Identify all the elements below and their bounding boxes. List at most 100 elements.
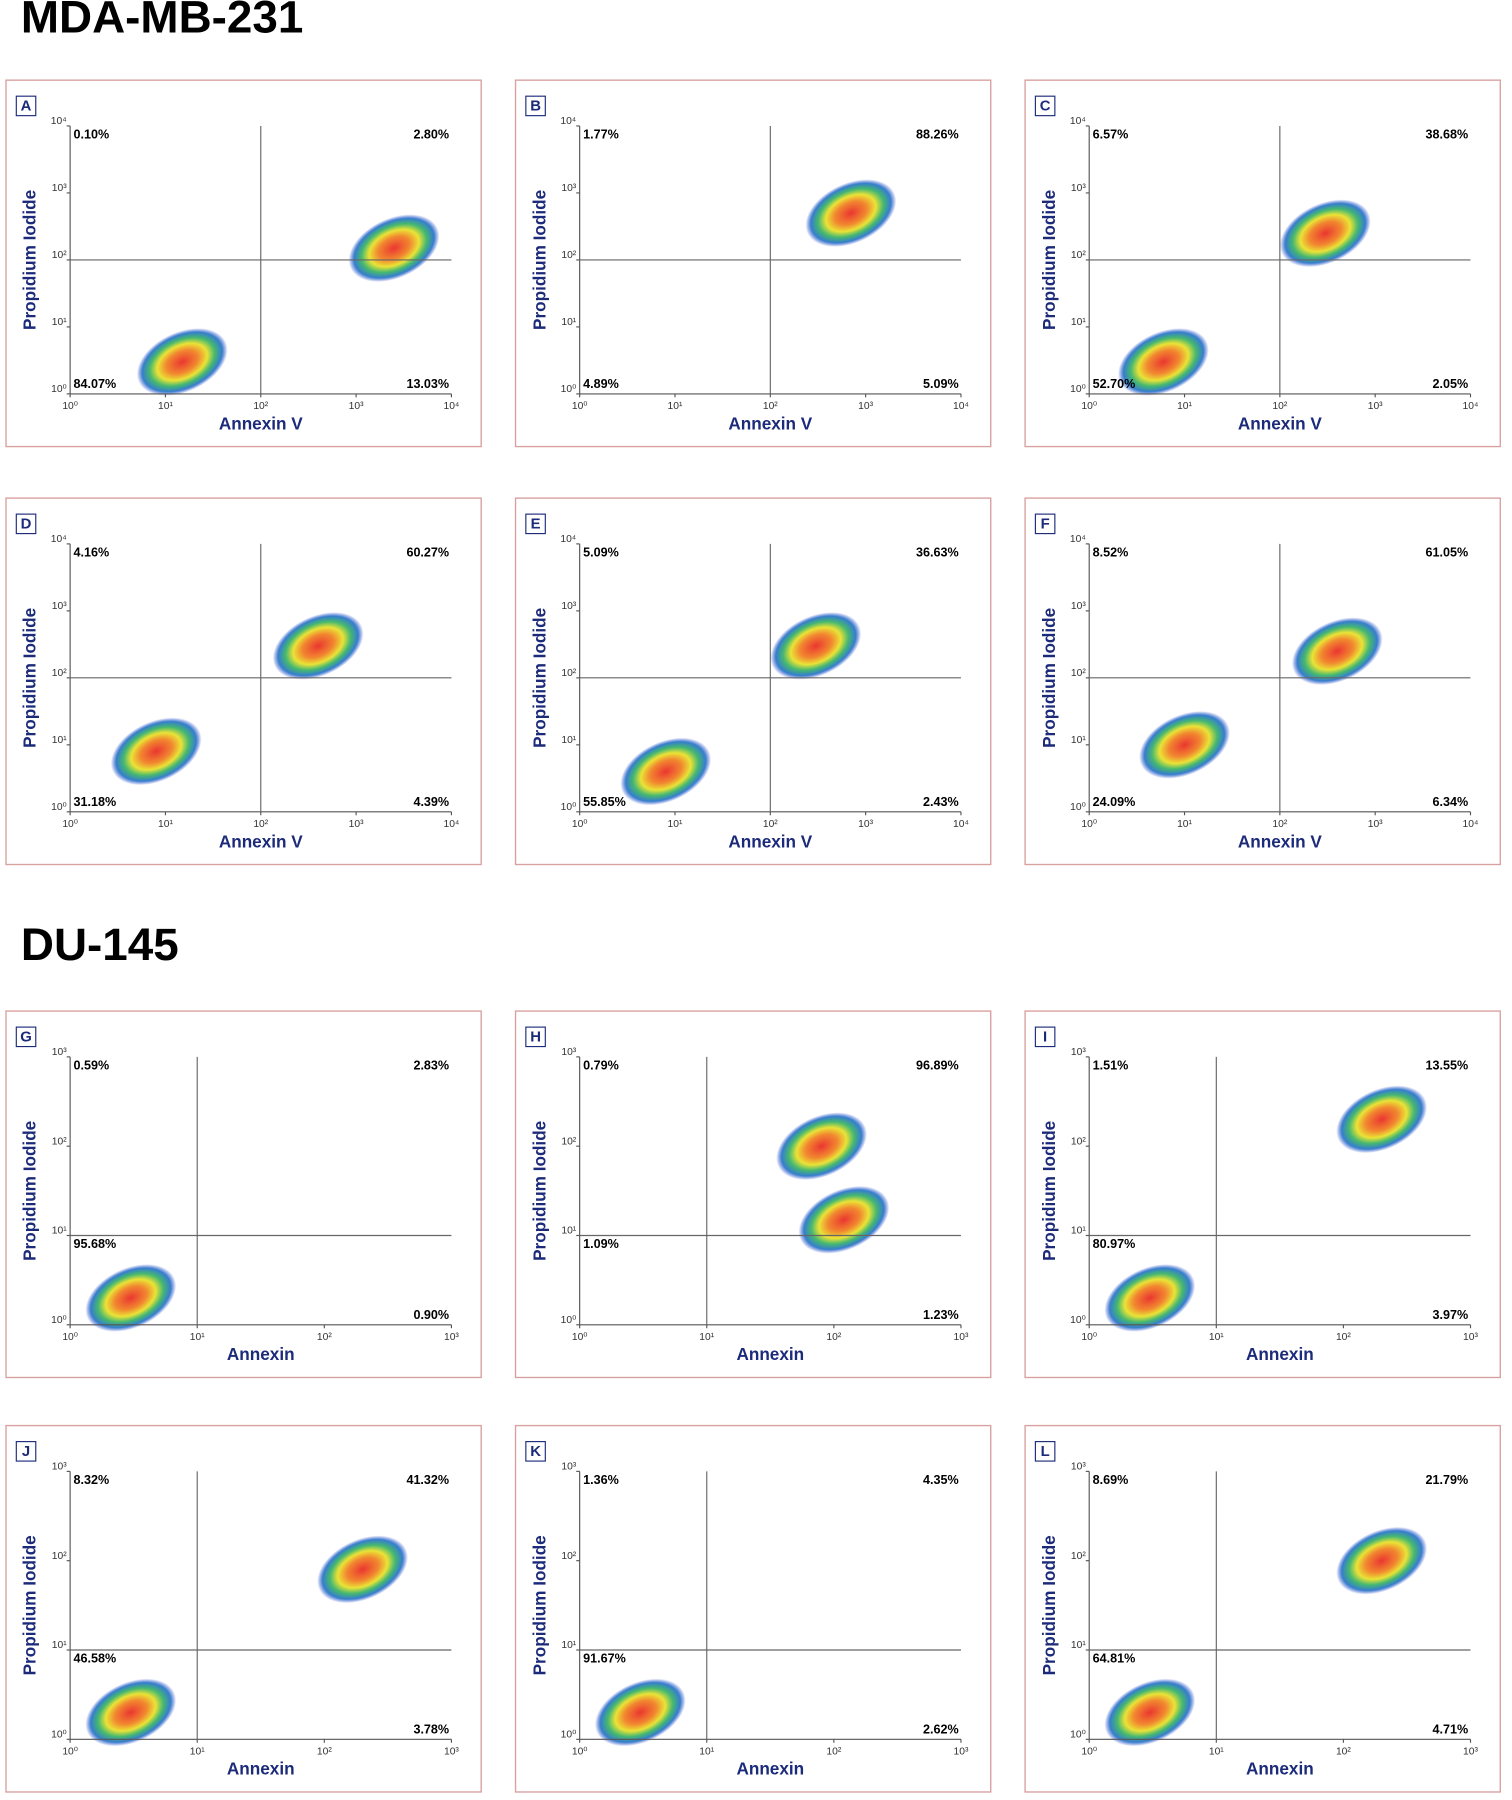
x-tick-label: 10¹ <box>158 819 173 830</box>
section-title: MDA-MB-231 <box>21 0 303 43</box>
y-tick-label: 10⁰ <box>51 384 67 395</box>
density-cluster <box>776 1112 867 1180</box>
y-axis-label: Propidium Iodide <box>20 1121 40 1261</box>
quadrant-label: 3.97% <box>1433 1308 1469 1322</box>
x-tick-label: 10⁴ <box>443 819 459 830</box>
density-cluster <box>1118 328 1209 396</box>
density-cluster <box>1139 711 1230 779</box>
y-tick-label: 10⁰ <box>561 384 577 395</box>
x-tick-label: 10⁰ <box>1081 1747 1097 1758</box>
y-axis-label: Propidium Iodide <box>1039 190 1059 330</box>
y-tick-label: 10⁰ <box>1070 1729 1086 1740</box>
panel-letter-box <box>1034 513 1056 535</box>
y-tick-label: 10⁴ <box>51 534 67 545</box>
x-tick-label: 10¹ <box>699 1747 714 1758</box>
y-tick-label: 10¹ <box>1071 1226 1086 1237</box>
density-cluster <box>1279 199 1371 268</box>
y-tick-label: 10² <box>1071 668 1086 679</box>
y-tick-label: 10³ <box>1071 601 1086 612</box>
panel-letter: F <box>1041 516 1050 532</box>
x-tick-label: 10³ <box>1368 401 1383 412</box>
quadrant-label: 64.81% <box>1093 1651 1136 1665</box>
y-tick-label: 10⁰ <box>1070 384 1086 395</box>
y-tick-label: 10¹ <box>52 1640 67 1651</box>
x-tick-label: 10⁰ <box>1081 819 1097 830</box>
x-tick-label: 10⁰ <box>1081 1332 1097 1343</box>
x-tick-label: 10² <box>763 401 778 412</box>
quadrant-label: 2.43% <box>923 795 959 809</box>
panel-letter: C <box>1040 98 1051 114</box>
density-cluster <box>1291 617 1383 685</box>
density-cluster <box>798 1185 890 1254</box>
x-tick-label: 10⁰ <box>1081 401 1097 412</box>
density-cluster <box>136 328 228 396</box>
x-tick-label: 10³ <box>444 1332 459 1343</box>
panel-letter: G <box>20 1029 32 1045</box>
panel-frame <box>1024 79 1501 448</box>
quadrant-label: 88.26% <box>916 127 959 141</box>
x-tick-label: 10⁰ <box>62 819 78 830</box>
panel-letter: L <box>1041 1444 1050 1460</box>
quadrant-label: 95.68% <box>74 1237 117 1251</box>
x-tick-label: 10² <box>317 1332 332 1343</box>
quadrant-label: 60.27% <box>406 545 449 559</box>
quadrant-label: 6.34% <box>1433 795 1469 809</box>
quadrant-label: 2.83% <box>413 1058 449 1072</box>
quadrant-label: 31.18% <box>74 795 117 809</box>
y-tick-label: 10³ <box>52 183 67 194</box>
x-tick-label: 10¹ <box>699 1332 714 1343</box>
density-cluster <box>85 1264 177 1332</box>
x-tick-label: 10³ <box>1463 1747 1478 1758</box>
panel-frame <box>5 1010 482 1379</box>
y-axis-label: Propidium Iodide <box>529 1121 549 1261</box>
panel-letter-box <box>1034 1441 1056 1462</box>
quadrant-label: 96.89% <box>916 1058 959 1072</box>
density-cluster <box>272 612 364 680</box>
quadrant-label: 1.77% <box>583 127 619 141</box>
x-tick-label: 10⁰ <box>572 1747 588 1758</box>
x-tick-label: 10¹ <box>190 1747 205 1758</box>
panel-letter-box <box>15 1441 37 1462</box>
x-tick-label: 10¹ <box>158 401 173 412</box>
y-tick-label: 10³ <box>52 1462 67 1473</box>
y-tick-label: 10² <box>1071 250 1086 261</box>
y-tick-label: 10² <box>52 668 67 679</box>
y-tick-label: 10⁰ <box>1070 1315 1086 1326</box>
quadrant-label: 91.67% <box>583 1651 626 1665</box>
quadrant-label: 4.16% <box>74 545 110 559</box>
x-axis-label: Annexin V <box>219 413 303 433</box>
x-axis-label: Annexin V <box>1238 413 1322 433</box>
x-tick-label: 10¹ <box>668 401 683 412</box>
y-tick-label: 10² <box>561 1136 576 1147</box>
y-tick-label: 10¹ <box>52 735 67 746</box>
y-tick-label: 10² <box>561 250 576 261</box>
x-axis-label: Annexin V <box>728 413 812 433</box>
y-tick-label: 10³ <box>561 1047 576 1058</box>
panel-letter: J <box>22 1444 30 1460</box>
y-tick-label: 10⁰ <box>51 1729 67 1740</box>
panel-letter-box <box>15 513 37 535</box>
quadrant-label: 3.78% <box>413 1722 449 1736</box>
y-tick-label: 10³ <box>561 183 576 194</box>
panel-letter-box <box>525 513 546 535</box>
x-tick-label: 10² <box>253 819 268 830</box>
y-tick-label: 10² <box>561 668 576 679</box>
panel-frame <box>5 497 482 866</box>
x-axis-label: Annexin <box>227 1344 295 1364</box>
y-tick-label: 10¹ <box>1071 1640 1086 1651</box>
panel-frame <box>1024 1010 1501 1379</box>
panel-letter: I <box>1043 1029 1047 1045</box>
y-tick-label: 10² <box>1071 1136 1086 1147</box>
y-axis-label: Propidium Iodide <box>1039 1535 1059 1675</box>
panel-frame <box>514 1010 992 1379</box>
y-tick-label: 10³ <box>52 601 67 612</box>
density-cluster <box>770 612 862 680</box>
y-tick-label: 10³ <box>1071 1462 1086 1473</box>
panel-frame <box>514 497 992 866</box>
panel-frame <box>1024 497 1501 866</box>
panel-frame <box>1024 1424 1501 1793</box>
x-tick-label: 10³ <box>349 401 364 412</box>
panel-frame <box>514 79 992 448</box>
